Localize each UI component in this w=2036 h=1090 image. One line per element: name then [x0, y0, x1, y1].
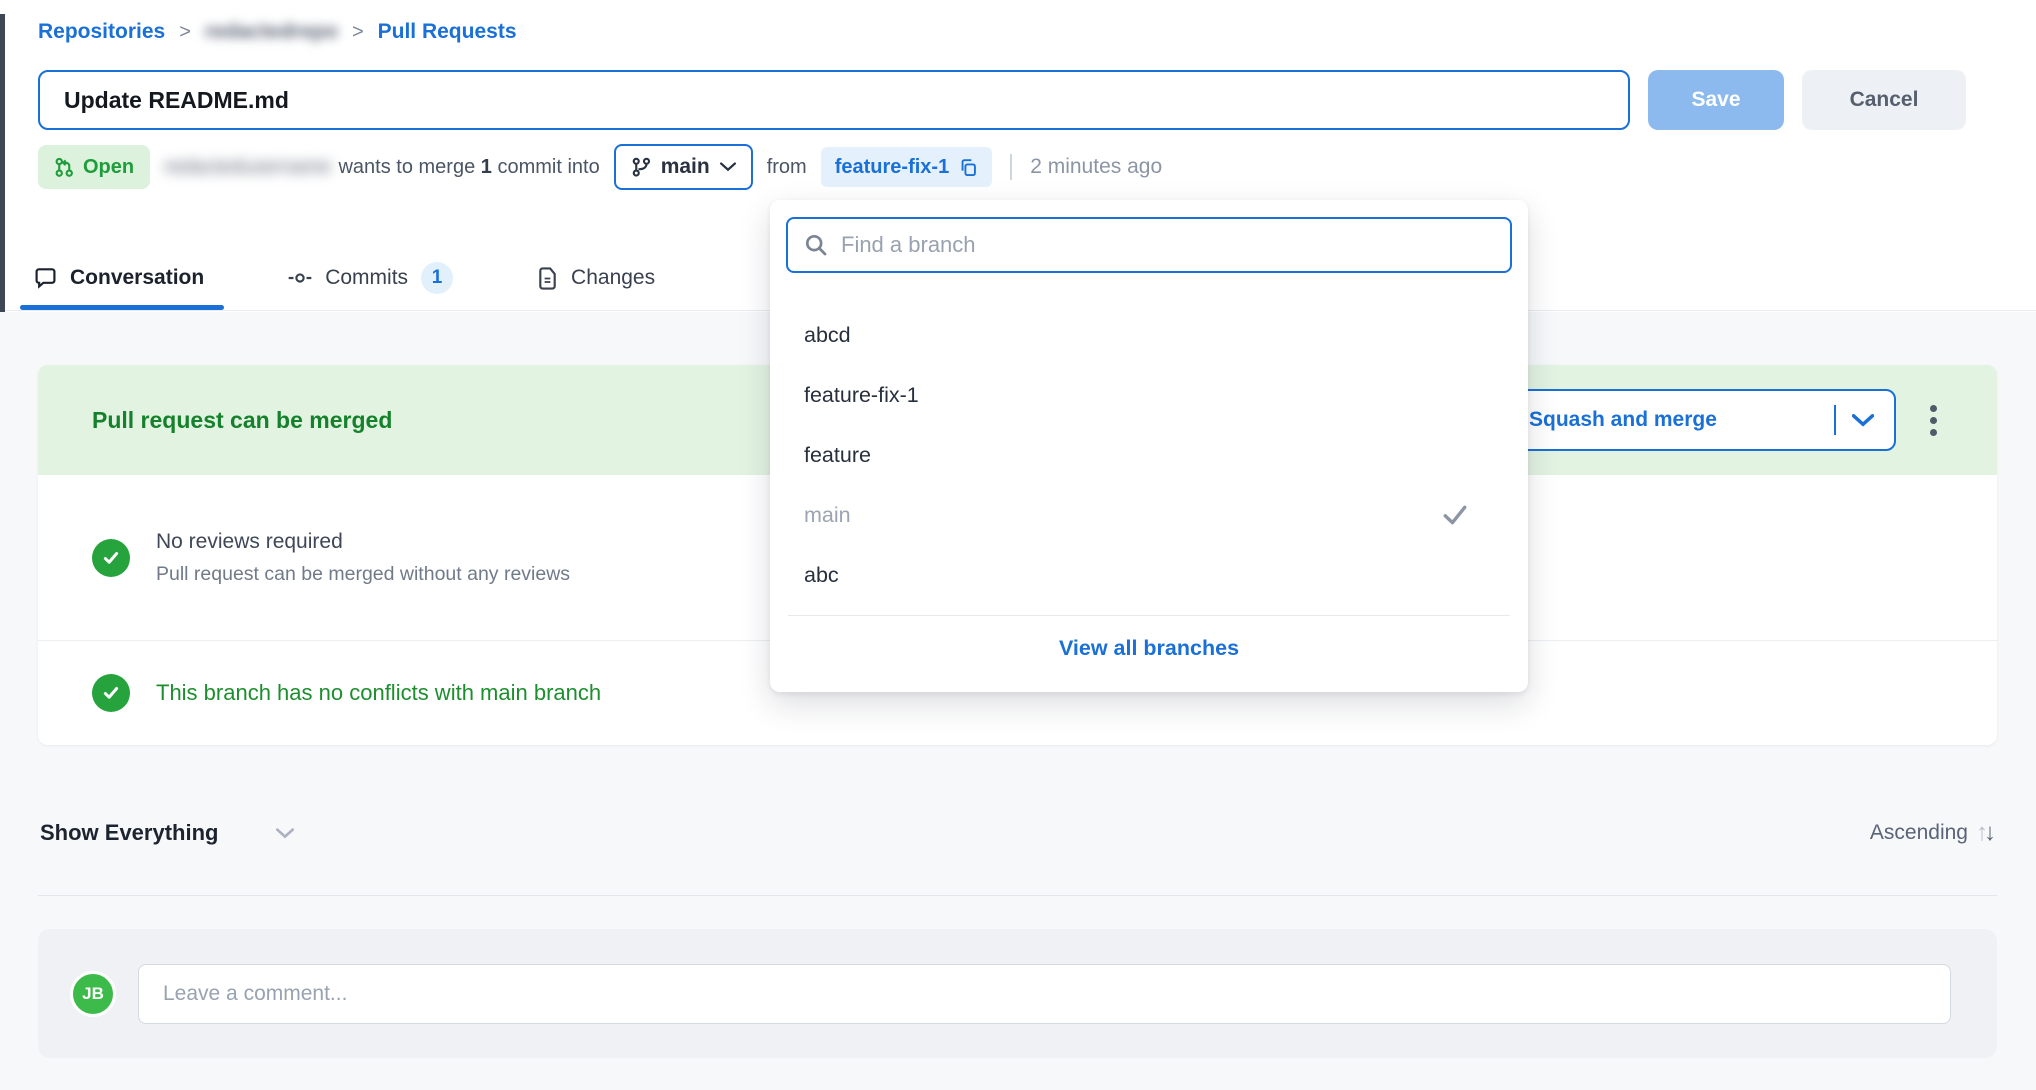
merge-text-post: commit into: [497, 155, 600, 178]
comment-composer: JB: [38, 929, 1997, 1058]
pull-request-icon: [54, 157, 74, 177]
dropdown-divider: [788, 615, 1510, 616]
selected-check-icon: [1442, 504, 1468, 526]
sort-ascending-icon: ↑↓: [1976, 819, 1996, 846]
merge-options-chevron-icon[interactable]: [1852, 413, 1874, 427]
status-badge: Open: [38, 145, 151, 189]
search-icon: [804, 233, 828, 257]
merge-button-divider: [1834, 405, 1836, 435]
tab-conversation[interactable]: Conversation: [19, 246, 225, 310]
merge-sentence: redactedusername wants to merge 1 commit…: [164, 156, 600, 179]
commits-count-badge: 1: [421, 262, 454, 294]
author-name-redacted: redactedusername: [164, 155, 331, 178]
comment-input[interactable]: [138, 963, 1951, 1024]
check-row-conflicts: This branch has no conflicts with main b…: [38, 641, 1997, 745]
branch-option-abc[interactable]: abc: [786, 545, 1512, 605]
branch-option-label: feature: [804, 442, 871, 467]
pr-status-row: Open redactedusername wants to merge 1 c…: [38, 144, 1162, 190]
created-time: 2 minutes ago: [1030, 155, 1163, 178]
window-edge-artifact: [0, 14, 5, 378]
breadcrumb-separator: >: [351, 20, 364, 43]
chevron-down-icon: [719, 162, 736, 172]
title-edit-row: Save Cancel: [38, 70, 1966, 130]
from-label: from: [766, 155, 807, 178]
pr-tabs: Conversation Commits 1 Change: [19, 246, 659, 310]
squash-and-merge-button[interactable]: Squash and merge: [1501, 389, 1896, 451]
check-subtitle: Pull request can be merged without any r…: [156, 562, 571, 585]
breadcrumb-pull-requests-link[interactable]: Pull Requests: [377, 20, 517, 43]
copy-icon[interactable]: [959, 158, 978, 177]
tab-label: Conversation: [70, 266, 205, 289]
show-filter-dropdown[interactable]: Show Everything: [40, 820, 295, 846]
branch-dropdown-panel: abcd feature-fix-1 feature main abc View…: [770, 200, 1528, 692]
breadcrumb-repositories-link[interactable]: Repositories: [38, 20, 166, 43]
check-row-reviews: No reviews required Pull request can be …: [38, 475, 1997, 640]
breadcrumb-separator: >: [179, 20, 191, 43]
head-branch-chip[interactable]: feature-fix-1: [820, 147, 993, 187]
pr-title-input[interactable]: [38, 70, 1630, 130]
base-branch-label: main: [660, 155, 710, 178]
branch-option-feature[interactable]: feature: [786, 425, 1512, 485]
check-title: No reviews required: [156, 529, 343, 553]
merge-button-label: Squash and merge: [1529, 408, 1717, 431]
timeline-filter-row: Show Everything Ascending ↑↓: [40, 805, 1996, 861]
base-branch-selector[interactable]: main: [613, 144, 753, 190]
section-divider: [38, 895, 1997, 896]
show-filter-label: Show Everything: [40, 820, 219, 845]
merge-banner-title: Pull request can be merged: [92, 406, 393, 433]
commit-icon: [288, 270, 312, 286]
cancel-button[interactable]: Cancel: [1802, 70, 1966, 130]
branch-search-input[interactable]: [841, 232, 1494, 258]
branch-option-label: main: [804, 502, 851, 527]
speech-bubble-icon: [34, 267, 57, 290]
dropdown-footer: View all branches: [786, 616, 1512, 680]
branch-search-box: [786, 217, 1512, 273]
tab-commits[interactable]: Commits 1: [284, 246, 457, 310]
merge-text-pre: wants to merge: [338, 155, 476, 178]
status-divider: [1010, 154, 1013, 180]
status-badge-label: Open: [83, 155, 135, 178]
avatar: JB: [70, 970, 116, 1017]
branch-option-label: feature-fix-1: [804, 382, 919, 407]
branch-option-label: abcd: [804, 322, 851, 347]
commit-count: 1: [480, 155, 492, 178]
save-button[interactable]: Save: [1648, 70, 1784, 130]
view-all-branches-link[interactable]: View all branches: [1058, 635, 1240, 660]
sort-order-toggle[interactable]: Ascending ↑↓: [1870, 819, 1996, 847]
tab-label: Changes: [571, 266, 656, 289]
kebab-menu-icon[interactable]: [1930, 404, 1937, 436]
git-branch-icon: [631, 157, 651, 177]
breadcrumb-repo-name-redacted[interactable]: redactedrepo: [204, 20, 338, 43]
branch-option-feature-fix-1[interactable]: feature-fix-1: [786, 365, 1512, 425]
check-success-icon: [92, 674, 130, 712]
tab-changes[interactable]: Changes: [533, 246, 659, 310]
sort-order-label: Ascending: [1869, 821, 1968, 844]
no-conflicts-text: This branch has no conflicts with main b…: [156, 680, 602, 705]
branch-option-main-selected[interactable]: main: [786, 485, 1512, 545]
page-header: Repositories > redactedrepo > Pull Reque…: [0, 0, 2036, 378]
chevron-down-icon: [276, 827, 295, 839]
file-icon: [537, 266, 558, 290]
check-success-icon: [92, 538, 130, 577]
branch-option-abcd[interactable]: abcd: [786, 305, 1512, 365]
breadcrumb: Repositories > redactedrepo > Pull Reque…: [38, 20, 517, 44]
branch-option-label: abc: [804, 562, 839, 587]
branch-list: abcd feature-fix-1 feature main abc: [786, 305, 1512, 605]
tab-label: Commits: [325, 266, 409, 289]
head-branch-label: feature-fix-1: [834, 155, 950, 178]
